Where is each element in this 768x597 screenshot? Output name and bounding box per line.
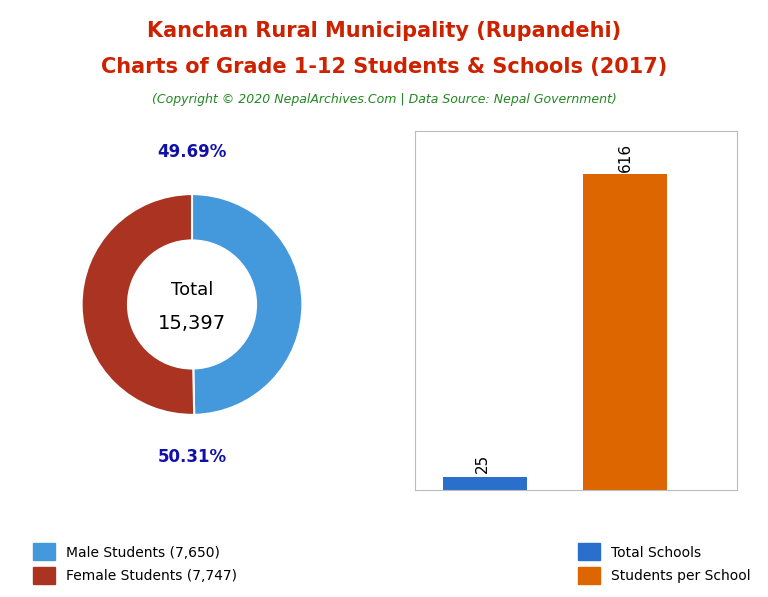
Text: 49.69%: 49.69% (157, 143, 227, 161)
Wedge shape (192, 194, 303, 415)
Text: Charts of Grade 1-12 Students & Schools (2017): Charts of Grade 1-12 Students & Schools … (101, 57, 667, 77)
Text: Kanchan Rural Municipality (Rupandehi): Kanchan Rural Municipality (Rupandehi) (147, 21, 621, 41)
Text: 616: 616 (617, 143, 633, 172)
Legend: Male Students (7,650), Female Students (7,747): Male Students (7,650), Female Students (… (30, 541, 240, 587)
Text: 25: 25 (475, 453, 489, 473)
Text: 15,397: 15,397 (158, 314, 226, 333)
Wedge shape (81, 194, 194, 415)
Legend: Total Schools, Students per School: Total Schools, Students per School (575, 541, 753, 587)
Bar (443, 477, 527, 490)
Text: 50.31%: 50.31% (157, 448, 227, 466)
Text: (Copyright © 2020 NepalArchives.Com | Data Source: Nepal Government): (Copyright © 2020 NepalArchives.Com | Da… (151, 93, 617, 106)
Text: Total: Total (170, 281, 214, 299)
Bar (583, 174, 667, 490)
